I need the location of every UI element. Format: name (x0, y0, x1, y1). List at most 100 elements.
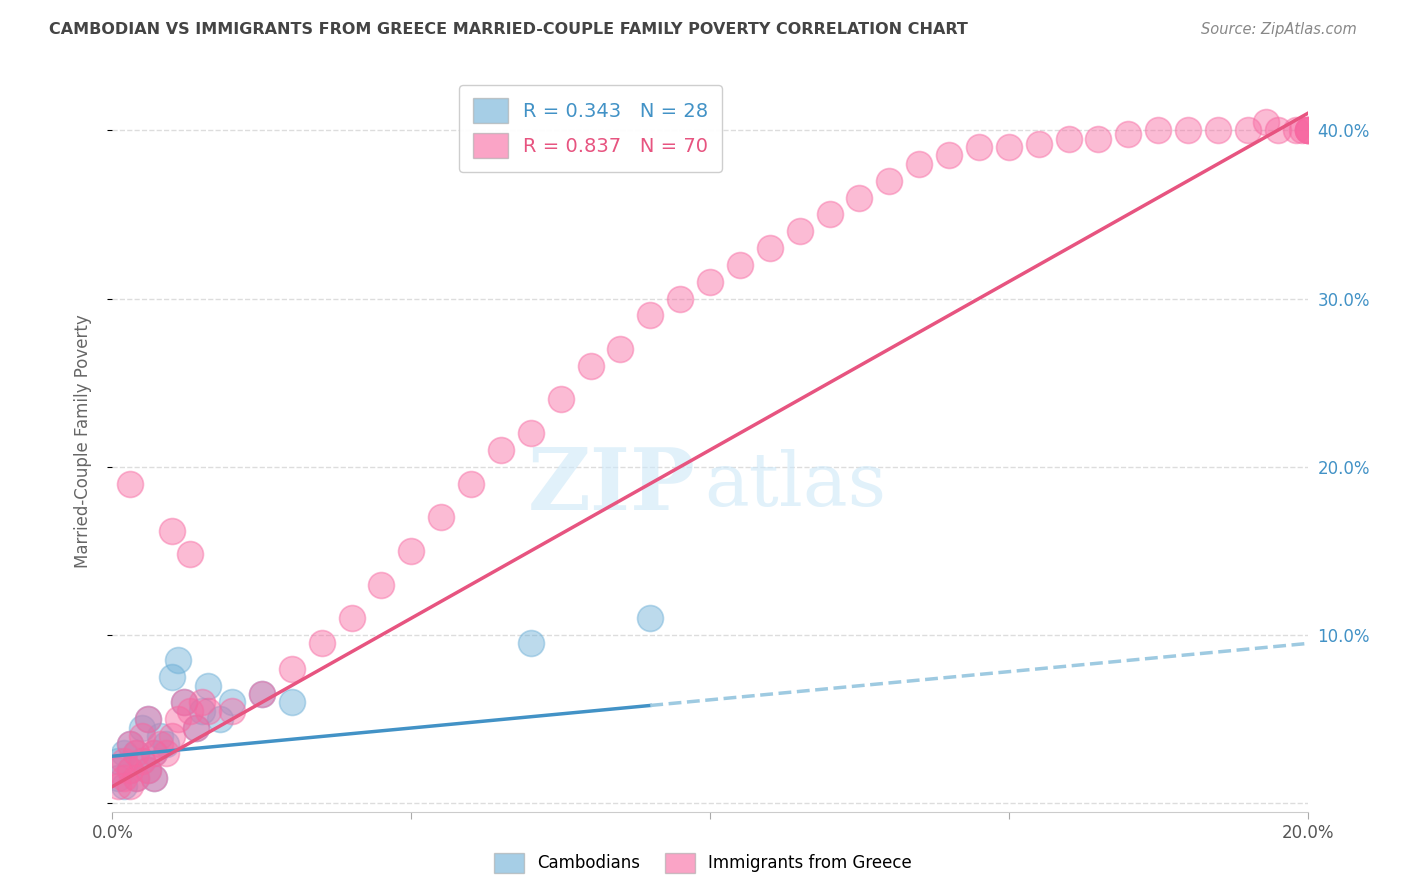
Point (520, 426, 543, 441)
Point (167, 712, 190, 726)
Point (149, 729, 172, 743)
Point (143, 746, 166, 760)
Point (186, 721, 208, 735)
Point (759, 241, 782, 255)
Point (998, 140, 1021, 154)
Point (120, 738, 142, 752)
Point (197, 679, 219, 693)
Point (728, 258, 751, 272)
Point (138, 712, 160, 726)
Point (191, 704, 214, 718)
Point (143, 771, 166, 785)
Point (107, 771, 129, 785)
Point (155, 746, 177, 760)
Point (1296, 123, 1319, 137)
Point (640, 611, 662, 625)
Point (1118, 127, 1140, 141)
Point (162, 524, 183, 538)
Point (550, 392, 572, 407)
Point (162, 729, 183, 743)
Point (143, 746, 166, 760)
Point (250, 687, 273, 701)
Text: CAMBODIAN VS IMMIGRANTS FROM GREECE MARRIED-COUPLE FAMILY POVERTY CORRELATION CH: CAMBODIAN VS IMMIGRANTS FROM GREECE MARR… (49, 22, 969, 37)
Point (1285, 123, 1308, 137)
Point (221, 695, 243, 709)
Legend: R = 0.343   N = 28, R = 0.837   N = 70: R = 0.343 N = 28, R = 0.837 N = 70 (460, 85, 721, 171)
Point (125, 771, 148, 785)
Point (131, 754, 153, 768)
Point (149, 738, 172, 752)
Point (120, 476, 142, 491)
Point (209, 712, 232, 726)
Point (1237, 123, 1260, 137)
Point (401, 544, 423, 558)
Point (1177, 123, 1199, 137)
Point (489, 442, 512, 457)
Point (125, 771, 148, 785)
Point (120, 763, 142, 777)
Point (938, 148, 960, 162)
Point (125, 746, 148, 760)
Point (131, 721, 153, 735)
Point (162, 670, 183, 684)
Point (1028, 136, 1050, 151)
Point (250, 687, 273, 701)
Point (120, 763, 142, 777)
Point (114, 780, 135, 794)
Point (1206, 123, 1229, 137)
Point (221, 704, 243, 718)
Point (114, 771, 135, 785)
Point (1254, 115, 1277, 129)
Legend: Cambodians, Immigrants from Greece: Cambodians, Immigrants from Greece (486, 847, 920, 880)
Point (120, 738, 142, 752)
Point (609, 342, 631, 356)
Point (1296, 123, 1319, 137)
Point (640, 309, 662, 323)
Point (818, 207, 841, 221)
Point (460, 476, 482, 491)
Point (114, 746, 135, 760)
Point (107, 763, 129, 777)
Point (131, 729, 153, 743)
Point (138, 763, 160, 777)
Point (173, 695, 195, 709)
Point (120, 780, 142, 794)
Y-axis label: Married-Couple Family Poverty: Married-Couple Family Poverty (73, 315, 91, 568)
Point (281, 695, 304, 709)
Point (789, 224, 811, 238)
Point (131, 754, 153, 768)
Point (1147, 123, 1170, 137)
Point (908, 157, 931, 171)
Point (1296, 123, 1319, 137)
Point (155, 738, 177, 752)
Point (143, 771, 166, 785)
Point (186, 721, 208, 735)
Point (967, 140, 990, 154)
Point (1057, 131, 1080, 145)
Point (579, 359, 602, 373)
Text: Source: ZipAtlas.com: Source: ZipAtlas.com (1201, 22, 1357, 37)
Point (179, 547, 201, 561)
Point (669, 292, 692, 306)
Point (138, 712, 160, 726)
Point (167, 653, 190, 667)
Point (138, 763, 160, 777)
Point (107, 780, 129, 794)
Point (114, 754, 135, 768)
Point (311, 636, 333, 650)
Point (281, 662, 304, 676)
Point (1296, 123, 1319, 137)
Point (879, 174, 901, 188)
Point (370, 577, 392, 591)
Point (179, 704, 201, 718)
Point (699, 275, 721, 289)
Point (848, 190, 870, 204)
Point (340, 611, 363, 625)
Point (1087, 131, 1109, 145)
Point (197, 704, 219, 718)
Point (173, 695, 195, 709)
Point (125, 746, 148, 760)
Point (107, 754, 129, 768)
Point (191, 695, 214, 709)
Point (1291, 123, 1313, 137)
